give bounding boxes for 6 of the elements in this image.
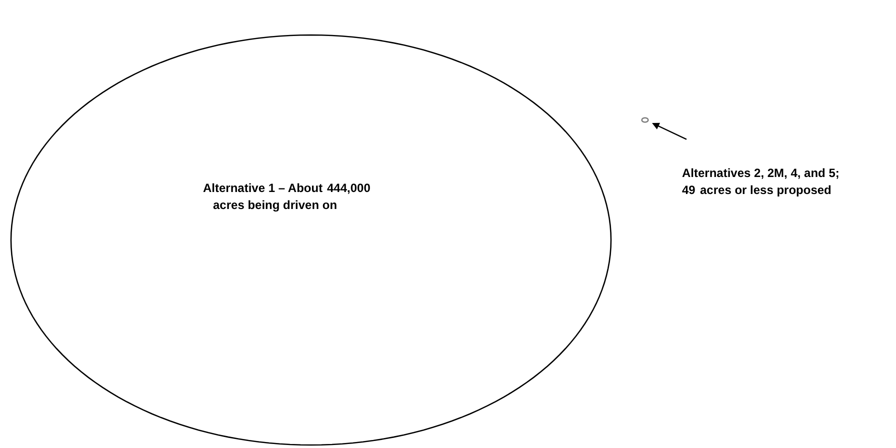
text: Alternatives 2, 2M, 4, and 5; (682, 166, 840, 180)
data-label: 444,000 (327, 181, 371, 195)
text: acres being driven on (213, 198, 338, 212)
category-label: Alternative 1 – About (203, 181, 323, 195)
data-label: 49 (682, 183, 696, 197)
text: acres or less proposed (700, 183, 832, 197)
